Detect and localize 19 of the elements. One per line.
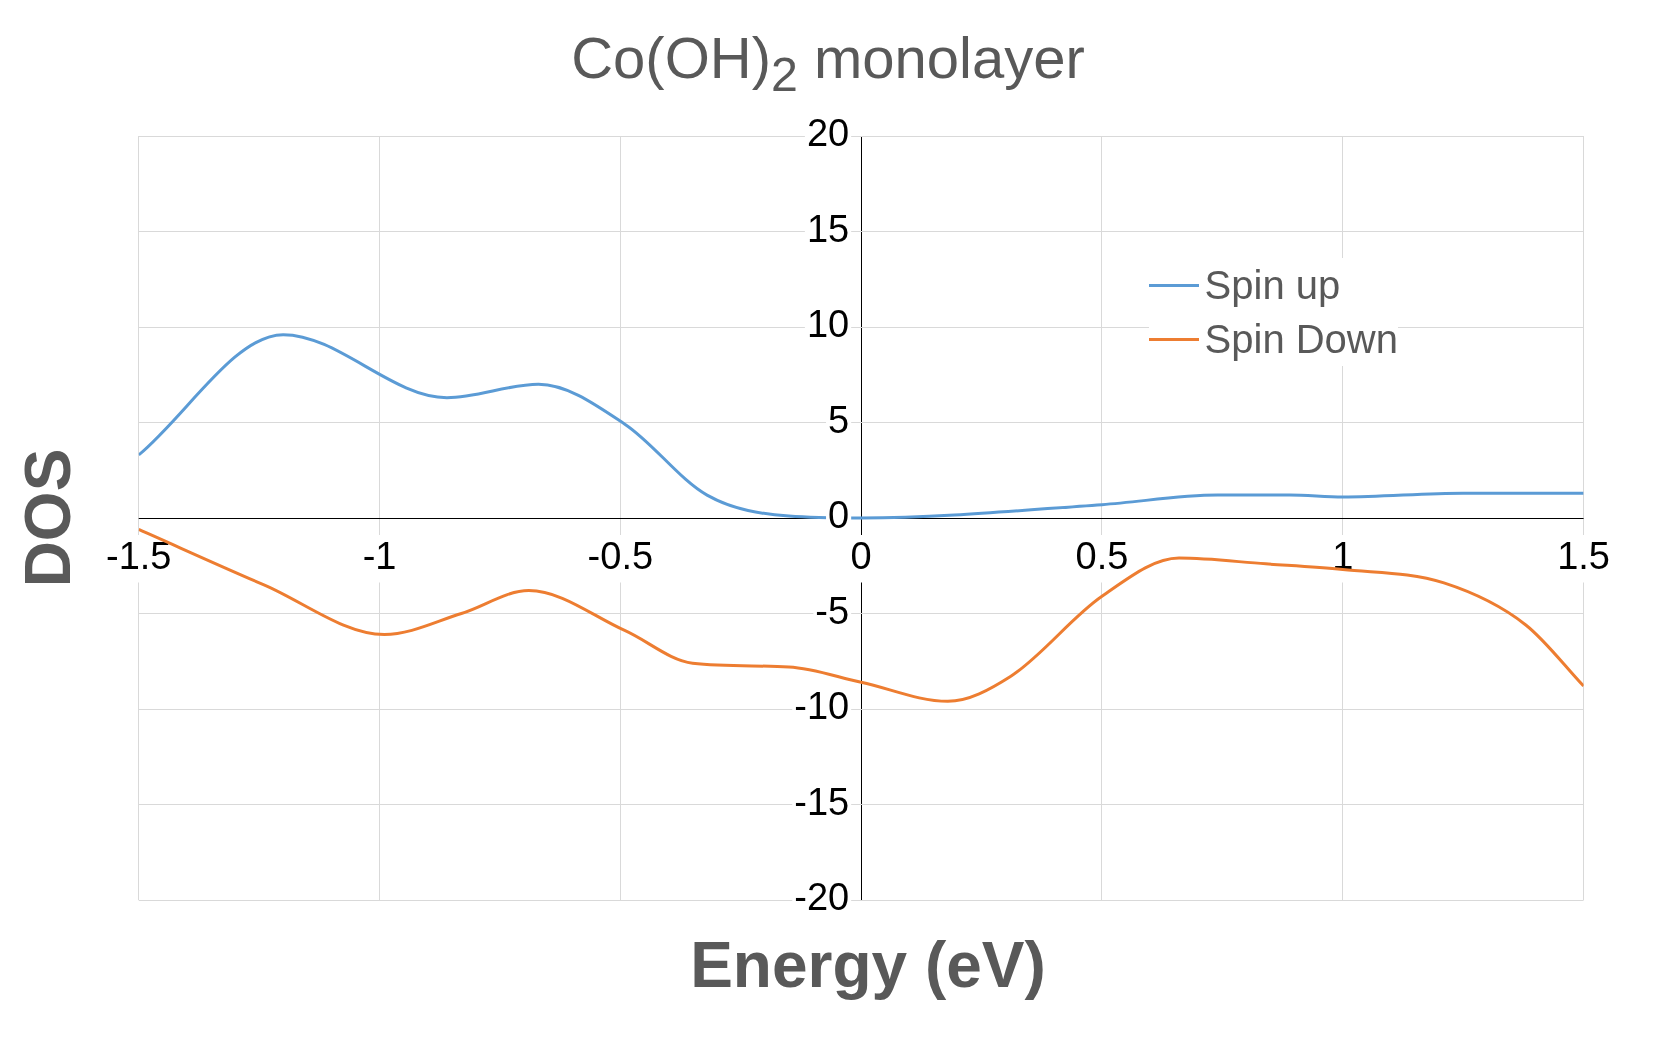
x-tick-label: 0.5 bbox=[1075, 535, 1129, 578]
y-tick-label: -20 bbox=[794, 876, 850, 919]
y-tick-label: 0 bbox=[828, 494, 850, 537]
x-tick-label: 1.5 bbox=[1557, 535, 1610, 578]
y-tick-label: -15 bbox=[794, 780, 850, 823]
y-tick-label: -5 bbox=[815, 589, 850, 632]
y-tick-label: 10 bbox=[806, 303, 850, 346]
legend-label: Spin up bbox=[1204, 262, 1341, 308]
x-axis-title: Energy (eV) bbox=[689, 928, 1047, 1002]
y-tick-label: 20 bbox=[806, 112, 850, 155]
y-tick-label: 5 bbox=[828, 398, 850, 441]
x-tick-label: -1 bbox=[362, 535, 397, 578]
chart-title: Co(OH)$_{2}$ monolayer bbox=[570, 24, 1086, 103]
y-tick-label: -10 bbox=[794, 685, 850, 728]
legend-label: Spin Down bbox=[1204, 316, 1398, 362]
y-axis-title: DOS bbox=[11, 448, 85, 588]
x-tick-label: -1.5 bbox=[106, 535, 172, 578]
x-tick-label: -0.5 bbox=[587, 535, 654, 578]
y-tick-label: 15 bbox=[806, 207, 850, 250]
